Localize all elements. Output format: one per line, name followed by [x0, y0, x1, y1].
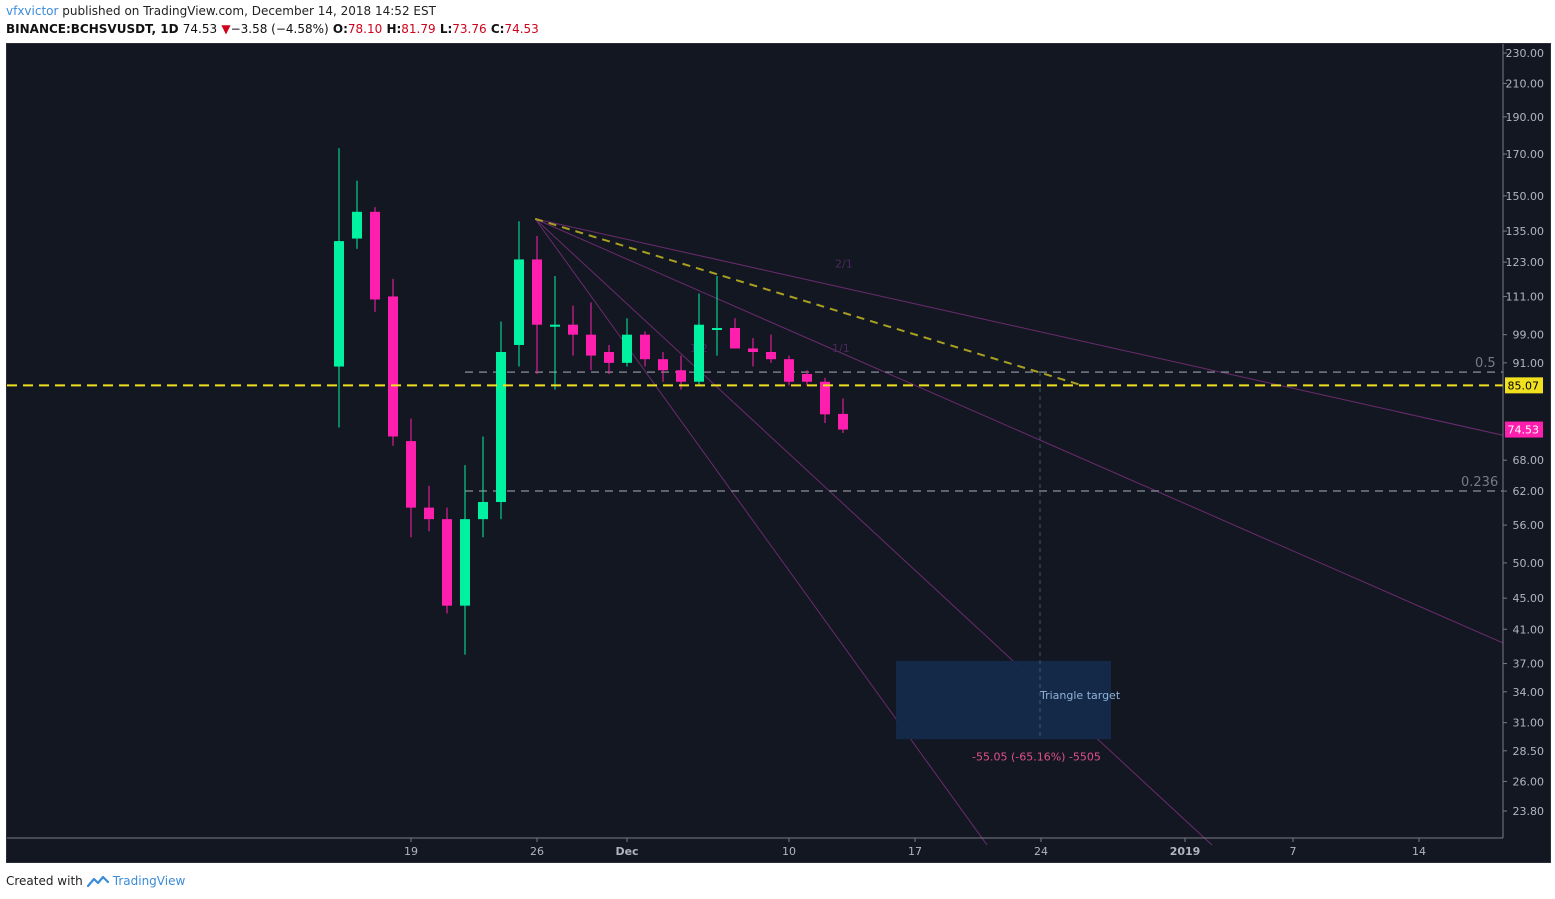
y-tick-label: 26.00: [1513, 775, 1545, 788]
candle-body: [334, 241, 344, 367]
close-value: 74.53: [504, 22, 539, 36]
candle-body: [712, 327, 722, 330]
fan-label: 1/1: [832, 342, 850, 355]
candle-body: [388, 296, 398, 437]
fan-label: 2/1: [835, 258, 853, 271]
publish-info: vfxvictor published on TradingView.com, …: [6, 4, 436, 18]
candle-body: [640, 334, 650, 360]
candle-body: [766, 351, 776, 360]
tradingview-logo-icon: [86, 875, 109, 888]
candle-body: [460, 519, 470, 606]
candle-body: [532, 259, 542, 325]
open-label: O:: [332, 22, 348, 36]
x-tick-label: 14: [1412, 845, 1426, 858]
last-price-tag: [1505, 421, 1543, 438]
candle-body: [496, 351, 506, 503]
y-tick-label: 111.00: [1506, 290, 1545, 303]
measure-label: -55.05 (-65.16%) -5505: [972, 750, 1101, 763]
y-tick-label: 123.00: [1506, 256, 1545, 269]
ohlc-header: BINANCE:BCHSVUSDT, 1D 74.53 ▼−3.58 (−4.5…: [6, 22, 539, 36]
y-tick-label: 56.00: [1513, 519, 1545, 532]
price-axis: [1503, 44, 1550, 862]
low-label: L:: [439, 22, 453, 36]
open-value: 78.10: [347, 22, 383, 36]
y-tick-label: 41.00: [1513, 623, 1545, 636]
candle-body: [586, 334, 596, 356]
y-tick-label: 170.00: [1506, 148, 1545, 161]
x-tick-label: 2019: [1170, 845, 1201, 858]
candle-body: [478, 502, 488, 520]
published-text: published on TradingView.com, December 1…: [62, 4, 436, 18]
price-change: −3.58 (−4.58%): [230, 22, 329, 36]
candle-body: [622, 334, 632, 363]
support-price-tag: [1505, 377, 1543, 394]
x-tick-label: Dec: [615, 845, 638, 858]
candle-body: [838, 413, 848, 430]
candle-body: [730, 327, 740, 349]
y-tick-label: 230.00: [1506, 47, 1545, 60]
candle-body: [550, 324, 560, 327]
candle-body: [406, 441, 416, 508]
fib-level-label: 0.5: [1475, 356, 1496, 371]
candle-body: [352, 211, 362, 239]
author-link[interactable]: vfxvictor: [6, 4, 59, 18]
down-arrow-icon: ▼: [221, 22, 231, 36]
candle-body: [604, 351, 614, 363]
fan-line: [534, 218, 1550, 665]
triangle-target-box: [896, 660, 1111, 740]
y-tick-label: 50.00: [1513, 557, 1545, 570]
high-label: H:: [386, 22, 402, 36]
y-tick-label: 23.80: [1513, 805, 1545, 818]
x-tick-label: 26: [530, 845, 544, 858]
candle-body: [820, 381, 830, 415]
fib-level-label: 0.236: [1461, 475, 1498, 490]
y-tick-label: 210.00: [1506, 77, 1545, 90]
candle-body: [370, 211, 380, 300]
y-tick-label: 190.00: [1506, 111, 1545, 124]
candle-body: [514, 259, 524, 345]
candle-body: [802, 374, 812, 382]
candle-body: [676, 370, 686, 382]
y-tick-label: 62.00: [1513, 485, 1545, 498]
candle-body: [748, 348, 758, 352]
low-value: 73.76: [452, 22, 487, 36]
candle-body: [784, 359, 794, 382]
y-tick-label: 91.00: [1513, 357, 1545, 370]
close-label: C:: [490, 22, 505, 36]
candle-body: [568, 324, 578, 335]
x-tick-label: 7: [1290, 845, 1297, 858]
created-with-label: Created with: [6, 874, 83, 888]
y-tick-label: 150.00: [1506, 190, 1545, 203]
y-tick-label: 37.00: [1513, 658, 1545, 671]
fan-line: [534, 218, 988, 846]
y-tick-label: 34.00: [1513, 686, 1545, 699]
footer: Created with TradingView: [6, 874, 185, 888]
candle-body: [424, 507, 434, 520]
x-tick-label: 17: [908, 845, 922, 858]
candle-body: [694, 324, 704, 382]
y-tick-label: 28.50: [1513, 745, 1545, 758]
triangle-target-label: Triangle target: [1039, 689, 1121, 702]
last-price-label: 74.53: [1508, 424, 1540, 437]
candle-body: [442, 519, 452, 606]
tradingview-link[interactable]: TradingView: [112, 874, 186, 888]
y-tick-label: 135.00: [1506, 225, 1545, 238]
x-tick-label: 19: [404, 845, 418, 858]
y-tick-label: 31.00: [1513, 717, 1545, 730]
support-price-label: 85.07: [1508, 379, 1540, 392]
last-price: 74.53: [182, 22, 218, 36]
x-tick-label: 24: [1034, 845, 1048, 858]
high-value: 81.79: [401, 22, 436, 36]
y-tick-label: 99.00: [1513, 329, 1545, 342]
x-tick-label: 10: [782, 845, 796, 858]
symbol-label: BINANCE:BCHSVUSDT, 1D: [6, 22, 179, 36]
y-tick-label: 68.00: [1513, 454, 1545, 467]
triangle-trendline: [534, 217, 1083, 387]
y-tick-label: 45.00: [1513, 592, 1545, 605]
fan-line: [535, 218, 1550, 447]
candle-body: [658, 359, 668, 371]
fan-line: [534, 218, 1213, 846]
